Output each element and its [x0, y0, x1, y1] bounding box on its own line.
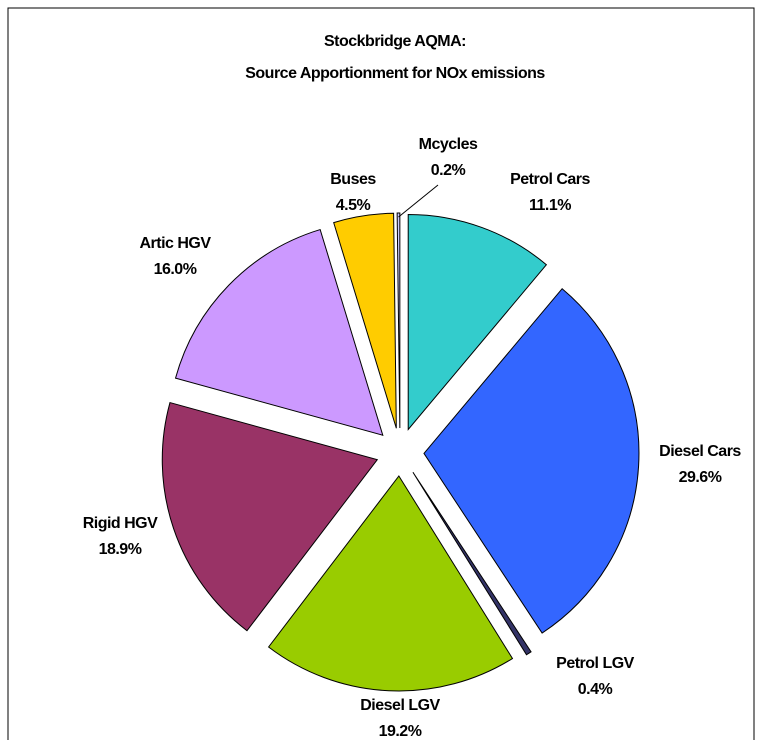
pie-slice [161, 401, 379, 632]
slice-label: Diesel Cars [659, 443, 741, 460]
chart-title: Stockbridge AQMA: [324, 33, 466, 50]
slice-label: Mcycles [419, 136, 478, 153]
slice-label: Diesel LGV [360, 697, 440, 714]
leader-line [398, 184, 439, 218]
pie-slice [396, 212, 401, 429]
slice-value-label: 0.4% [578, 681, 613, 698]
slice-value-label: 18.9% [99, 541, 142, 558]
pie-slice [412, 471, 532, 656]
slice-label: Buses [330, 171, 376, 188]
pie-slice [267, 475, 514, 692]
pie-slice [423, 287, 640, 634]
chart-subtitle: Source Apportionment for NOx emissions [245, 65, 545, 82]
slice-value-label: 0.2% [431, 162, 466, 179]
slice-label: Artic HGV [139, 235, 211, 252]
slice-label: Rigid HGV [83, 515, 158, 532]
slice-value-label: 16.0% [154, 261, 197, 278]
slice-value-label: 19.2% [379, 723, 422, 740]
slice-value-label: 4.5% [336, 197, 371, 214]
slice-value-label: 29.6% [679, 469, 722, 486]
pie-slice [333, 212, 397, 429]
slice-label: Petrol LGV [556, 655, 635, 672]
pie-slice [174, 228, 384, 436]
slice-label: Petrol Cars [510, 171, 590, 188]
pie-slice [407, 213, 548, 431]
slice-value-label: 11.1% [529, 197, 571, 214]
